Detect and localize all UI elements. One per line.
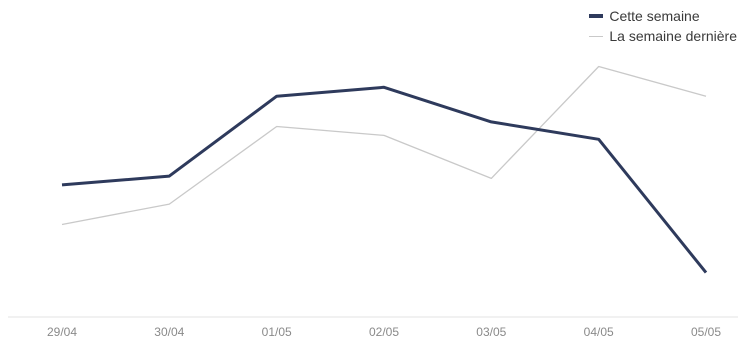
legend-label-series-2: La semaine dernière xyxy=(609,28,737,44)
legend: Cette semaine La semaine dernière xyxy=(589,6,737,46)
x-tick-labels: 29/04 30/04 01/05 02/05 03/05 04/05 05/05 xyxy=(47,325,721,339)
series-line-1 xyxy=(61,85,708,274)
x-tick-label: 03/05 xyxy=(476,325,506,339)
series-layer xyxy=(60,65,708,275)
legend-swatch-series-2 xyxy=(589,35,604,37)
data-point-s1-2 xyxy=(275,94,279,98)
data-point-s1-6 xyxy=(704,271,708,275)
legend-item-series-2: La semaine dernière xyxy=(589,26,737,46)
data-point-s2-1 xyxy=(167,202,171,206)
data-point-s2-5 xyxy=(597,65,601,69)
data-point-s1-1 xyxy=(167,174,171,178)
data-point-s1-5 xyxy=(597,137,601,141)
series-line-2 xyxy=(61,65,707,226)
data-point-s2-6 xyxy=(704,94,708,98)
legend-item-series-1: Cette semaine xyxy=(589,6,737,26)
data-point-s2-4 xyxy=(489,176,493,180)
data-point-s1-3 xyxy=(382,85,386,89)
data-point-s1-4 xyxy=(489,120,493,124)
data-point-s1-0 xyxy=(60,183,64,187)
x-tick-label: 29/04 xyxy=(47,325,77,339)
legend-label-series-1: Cette semaine xyxy=(609,8,700,24)
x-tick-label: 05/05 xyxy=(691,325,721,339)
x-tick-label: 01/05 xyxy=(262,325,292,339)
x-tick-label: 30/04 xyxy=(154,325,184,339)
data-point-s2-2 xyxy=(275,125,279,129)
x-tick-label: 04/05 xyxy=(584,325,614,339)
data-point-s2-3 xyxy=(382,133,386,137)
x-tick-label: 02/05 xyxy=(369,325,399,339)
data-point-s2-0 xyxy=(60,223,64,227)
legend-swatch-series-1 xyxy=(589,14,604,18)
